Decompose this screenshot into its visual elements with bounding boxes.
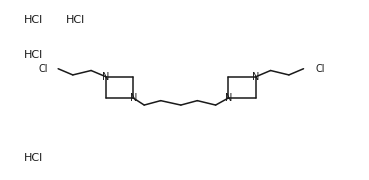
Text: N: N (102, 72, 110, 82)
Text: HCl: HCl (24, 50, 43, 60)
Text: N: N (252, 72, 260, 82)
Text: HCl: HCl (24, 153, 43, 163)
Text: Cl: Cl (315, 64, 325, 74)
Text: HCl: HCl (24, 15, 43, 25)
Text: HCl: HCl (65, 15, 85, 25)
Text: N: N (130, 93, 137, 103)
Text: N: N (225, 93, 232, 103)
Text: Cl: Cl (39, 64, 48, 74)
